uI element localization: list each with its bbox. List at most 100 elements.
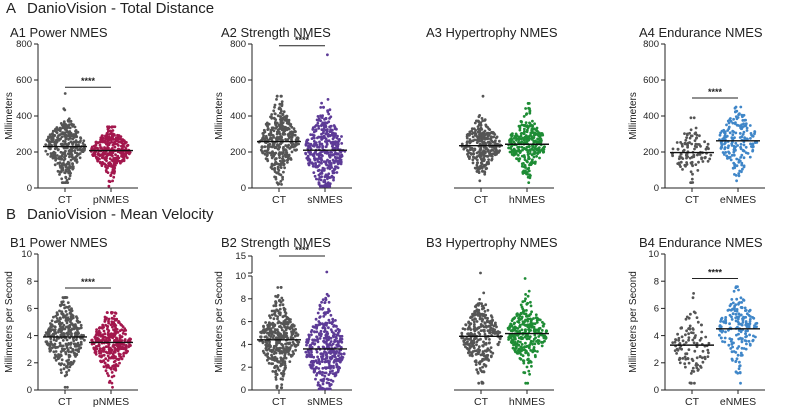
data-point	[102, 152, 105, 156]
data-point	[339, 352, 343, 356]
data-point	[278, 102, 282, 106]
data-point	[751, 149, 754, 153]
data-point	[273, 105, 276, 109]
data-point	[72, 134, 76, 138]
data-point	[530, 310, 533, 314]
data-point	[285, 126, 289, 130]
data-point	[481, 137, 484, 141]
data-point	[319, 119, 322, 123]
data-point	[279, 364, 282, 368]
data-point	[64, 125, 68, 129]
data-point	[71, 167, 75, 171]
data-point	[266, 358, 269, 362]
data-point	[481, 94, 485, 98]
data-point	[742, 299, 746, 302]
data-point	[737, 302, 740, 306]
data-point	[484, 316, 487, 320]
data-point	[703, 357, 707, 361]
data-point	[109, 152, 112, 156]
y-tick-label: 800	[16, 39, 32, 50]
data-point	[328, 364, 331, 367]
data-point	[311, 127, 315, 131]
data-point	[68, 365, 72, 369]
panel-title: A3 Hypertrophy NMES	[426, 25, 558, 40]
data-point	[322, 377, 326, 381]
data-point	[110, 381, 114, 385]
data-point	[541, 148, 545, 152]
data-point	[679, 152, 683, 156]
y-tick-label: 15	[235, 251, 246, 262]
data-point	[318, 372, 322, 375]
data-point	[522, 123, 526, 127]
data-point	[533, 354, 537, 357]
data-point	[328, 108, 332, 112]
data-point	[74, 141, 78, 144]
data-point	[522, 348, 526, 352]
data-point	[326, 128, 329, 131]
data-point	[322, 340, 325, 343]
data-point	[117, 134, 121, 137]
data-point	[294, 348, 297, 352]
data-point	[62, 152, 66, 155]
data-point	[107, 343, 111, 347]
data-point	[108, 349, 111, 353]
data-point	[532, 348, 535, 352]
data-point	[334, 133, 337, 137]
data-point	[744, 309, 747, 312]
data-point	[60, 312, 63, 315]
data-point	[60, 300, 64, 304]
data-point	[277, 137, 281, 141]
data-point	[285, 342, 289, 345]
data-point	[486, 329, 490, 333]
y-tick-label: 400	[230, 111, 246, 122]
data-point	[468, 327, 472, 330]
data-point	[317, 358, 321, 361]
data-point	[275, 94, 279, 98]
data-point	[60, 165, 64, 169]
data-point	[520, 348, 524, 352]
data-point	[482, 340, 485, 344]
data-point	[329, 115, 333, 119]
data-point	[737, 160, 741, 164]
data-point	[58, 320, 61, 323]
data-point	[59, 333, 63, 337]
data-point	[735, 309, 739, 313]
data-point	[288, 147, 292, 150]
data-point	[53, 330, 57, 334]
data-point	[111, 135, 114, 139]
data-point	[467, 351, 470, 355]
data-point	[671, 147, 675, 151]
data-point	[748, 318, 752, 321]
data-point	[328, 167, 332, 171]
data-point	[121, 153, 124, 157]
data-point	[332, 335, 335, 339]
data-point	[691, 164, 694, 168]
data-point	[111, 179, 114, 183]
data-point	[737, 158, 741, 162]
data-point	[51, 328, 55, 331]
data-point	[691, 296, 695, 300]
data-point	[496, 332, 500, 336]
data-point	[724, 141, 727, 145]
data-point	[281, 159, 285, 163]
data-point	[108, 346, 112, 350]
data-point	[687, 348, 691, 351]
data-point	[689, 181, 692, 185]
data-point	[323, 360, 327, 364]
data-point	[279, 357, 283, 361]
data-point	[320, 124, 323, 128]
data-point	[264, 149, 268, 153]
data-point	[328, 155, 332, 159]
data-point	[279, 180, 283, 183]
panel-title: A1 Power NMES	[10, 25, 108, 40]
data-point	[513, 340, 517, 344]
data-point	[739, 354, 743, 357]
data-point	[537, 134, 541, 138]
data-point	[333, 155, 337, 159]
data-point	[60, 303, 64, 306]
data-point	[697, 160, 700, 164]
data-point	[96, 141, 100, 145]
data-point	[734, 115, 738, 118]
data-point	[330, 174, 334, 178]
